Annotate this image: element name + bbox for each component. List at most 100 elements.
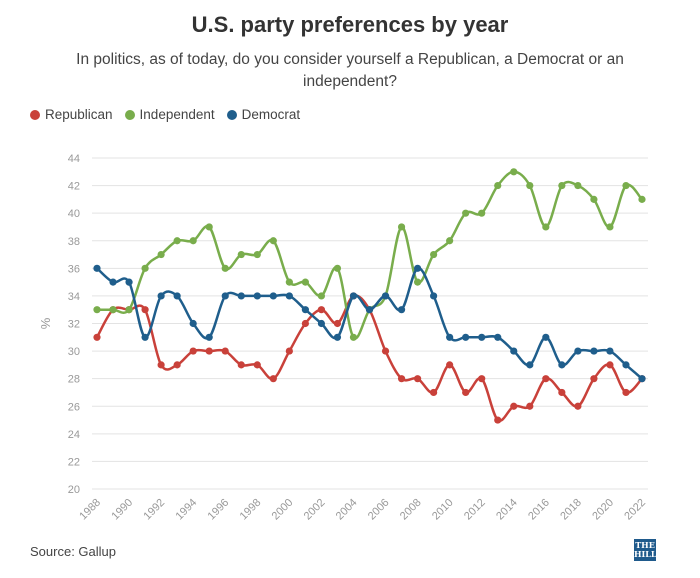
data-point-republican <box>558 388 566 397</box>
data-point-independent <box>462 209 470 217</box>
data-point-republican <box>269 375 277 383</box>
data-point-independent <box>622 181 630 190</box>
x-tick-label: 2006 <box>366 497 392 523</box>
x-tick-label: 2020 <box>590 497 616 523</box>
data-point-republican <box>381 347 390 355</box>
data-point-republican <box>333 319 342 328</box>
data-point-democrat <box>542 333 550 341</box>
data-point-democrat <box>574 347 582 355</box>
data-point-independent <box>205 223 213 231</box>
y-tick-label: 26 <box>68 401 80 413</box>
data-point-independent <box>317 292 326 300</box>
x-tick-label: 2022 <box>622 497 648 523</box>
legend-item-democrat[interactable]: Democrat <box>226 107 300 122</box>
data-point-republican <box>237 361 245 369</box>
data-point-independent <box>221 264 229 272</box>
data-point-independent <box>173 237 181 245</box>
series-line-independent <box>97 170 643 340</box>
data-point-independent <box>574 181 582 190</box>
legend: Republican Independent Democrat <box>30 107 300 122</box>
data-point-democrat <box>446 333 454 341</box>
y-tick-label: 30 <box>68 346 80 358</box>
data-point-democrat <box>606 347 614 355</box>
legend-label-independent: Independent <box>139 107 215 122</box>
data-point-democrat <box>269 292 277 300</box>
data-point-independent <box>430 250 438 259</box>
data-point-democrat <box>510 347 518 355</box>
y-tick-label: 40 <box>68 208 80 220</box>
y-axis-label: % <box>38 317 53 329</box>
data-point-republican <box>253 361 261 369</box>
x-tick-label: 2008 <box>398 497 424 523</box>
data-point-independent <box>606 223 614 231</box>
x-tick-label: 1996 <box>206 497 232 523</box>
data-point-republican <box>590 375 598 383</box>
data-point-democrat <box>285 292 293 300</box>
data-point-republican <box>189 347 197 355</box>
data-point-democrat <box>430 292 438 300</box>
x-tick-label: 1990 <box>109 497 135 523</box>
data-point-republican <box>526 402 534 410</box>
data-point-independent <box>526 181 534 190</box>
data-point-republican <box>317 306 326 314</box>
legend-item-republican[interactable]: Republican <box>30 107 113 122</box>
y-tick-label: 34 <box>68 291 80 303</box>
data-point-democrat <box>622 361 630 369</box>
data-point-democrat <box>462 333 470 341</box>
x-tick-label: 2012 <box>462 497 488 523</box>
x-tick-label: 2000 <box>270 497 296 523</box>
y-tick-label: 32 <box>68 319 80 331</box>
data-point-independent <box>109 306 117 314</box>
x-tick-label: 2018 <box>558 497 584 523</box>
data-point-democrat <box>317 319 326 328</box>
data-point-independent <box>413 278 422 286</box>
data-point-democrat <box>638 375 646 383</box>
data-point-democrat <box>397 306 406 314</box>
data-point-independent <box>558 181 566 190</box>
x-tick-label: 1994 <box>173 497 199 523</box>
data-point-democrat <box>301 306 309 314</box>
data-point-republican <box>542 375 550 383</box>
data-point-democrat <box>349 292 358 300</box>
data-point-independent <box>397 223 406 231</box>
data-point-democrat <box>333 333 342 341</box>
data-point-independent <box>478 209 486 217</box>
data-point-republican <box>397 375 406 383</box>
data-point-republican <box>173 361 181 369</box>
y-tick-label: 44 <box>68 153 80 165</box>
data-point-independent <box>141 264 149 272</box>
data-point-independent <box>494 181 502 190</box>
y-tick-label: 20 <box>68 484 80 496</box>
data-point-independent <box>253 250 261 259</box>
data-point-independent <box>542 223 550 231</box>
data-point-democrat <box>205 333 213 341</box>
data-point-republican <box>622 388 630 397</box>
x-tick-label: 1988 <box>77 497 103 523</box>
data-point-democrat <box>381 292 390 300</box>
y-tick-label: 38 <box>68 236 80 248</box>
data-point-independent <box>301 278 309 286</box>
data-point-democrat <box>221 292 229 300</box>
data-point-independent <box>125 306 133 314</box>
data-point-republican <box>446 361 454 369</box>
data-point-independent <box>157 250 165 259</box>
data-point-democrat <box>590 347 598 355</box>
data-point-democrat <box>526 361 534 369</box>
legend-item-independent[interactable]: Independent <box>124 107 215 122</box>
the-hill-logo: THE HILL <box>634 539 657 561</box>
data-point-republican <box>413 375 422 383</box>
data-point-independent <box>189 237 197 245</box>
data-point-republican <box>285 347 293 355</box>
x-tick-label: 2002 <box>302 497 328 523</box>
data-point-democrat <box>173 292 181 300</box>
data-point-independent <box>269 237 277 245</box>
x-tick-label: 1992 <box>141 497 167 523</box>
data-point-republican <box>430 388 438 397</box>
data-point-democrat <box>494 333 502 341</box>
data-point-independent <box>446 237 454 245</box>
data-point-independent <box>349 333 358 341</box>
series-line-republican <box>95 294 643 423</box>
data-point-republican <box>478 375 486 383</box>
data-point-democrat <box>365 306 374 314</box>
data-point-republican <box>157 361 165 369</box>
